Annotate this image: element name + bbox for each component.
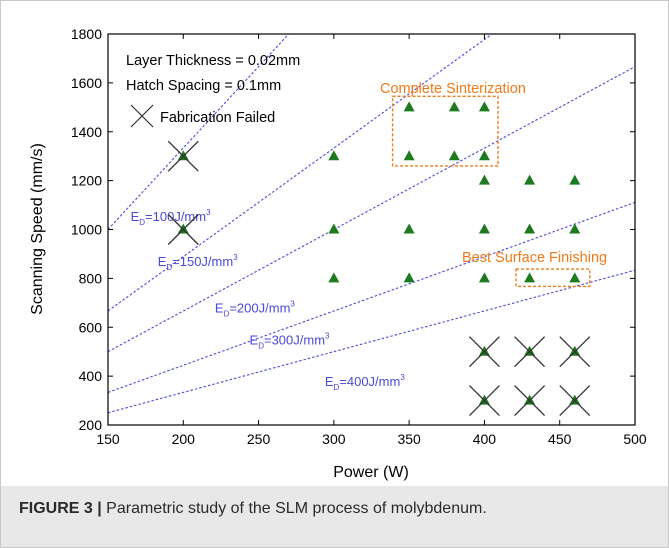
failed-cross-marker <box>468 336 500 368</box>
scatter-chart: ED=100J/mm3 ED=150J/mm3 ED=200J/mm3 ED=300J… <box>29 26 647 481</box>
energy-density-line <box>108 269 635 414</box>
triangle-data-point <box>569 394 581 405</box>
triangle-data-point <box>403 150 415 161</box>
triangle-data-point <box>478 394 490 405</box>
hatch-spacing-annotation: Hatch Spacing = 0.1mm <box>126 78 281 94</box>
x-tick-label: 300 <box>322 431 346 447</box>
triangle-data-point <box>524 174 536 185</box>
triangle-data-point <box>328 272 340 283</box>
x-axis-label: Power (W) <box>333 464 409 481</box>
caption-text: Parametric study of the SLM process of m… <box>101 500 487 517</box>
energy-density-label: ED=200J/mm3 <box>215 300 296 319</box>
triangle-data-point <box>569 223 581 234</box>
y-tick-label: 1200 <box>71 173 102 189</box>
cross-stroke <box>468 336 500 368</box>
triangle-data-point <box>478 272 490 283</box>
failed-cross-marker <box>514 385 546 417</box>
triangle-data-point <box>478 174 490 185</box>
triangle-data-point <box>448 150 460 161</box>
x-tick-label: 200 <box>172 431 196 447</box>
x-axis-ticks: 150 200 250 300 350 400 450 500 <box>96 34 647 447</box>
triangle-data-point <box>569 174 581 185</box>
y-tick-label: 1000 <box>71 222 102 238</box>
energy-density-label: ED=300J/mm3 <box>250 331 331 350</box>
failed-cross-marker <box>468 385 500 417</box>
x-tick-label: 500 <box>623 431 647 447</box>
triangle-data-point <box>403 272 415 283</box>
best-surface-finishing-label: Best Surface Finishing <box>462 250 607 266</box>
triangle-data-point <box>524 223 536 234</box>
energy-density-line <box>108 66 635 353</box>
triangle-data-point <box>524 394 536 405</box>
y-tick-label: 200 <box>79 417 103 433</box>
cross-stroke <box>559 336 591 368</box>
triangle-data-point <box>524 345 536 356</box>
triangle-data-point <box>403 101 415 112</box>
energy-density-lines <box>108 34 635 414</box>
x-tick-label: 400 <box>473 431 497 447</box>
triangle-data-point <box>569 272 581 283</box>
cross-stroke <box>167 140 199 172</box>
triangle-data-point <box>403 223 415 234</box>
best-surface-box <box>515 268 591 288</box>
data-markers <box>177 101 581 405</box>
failed-cross-marker <box>167 214 199 245</box>
figure-caption: FIGURE 3 | Parametric study of the SLM p… <box>19 500 487 518</box>
y-tick-label: 400 <box>79 368 103 384</box>
energy-density-line <box>108 201 635 393</box>
complete-sinterization-box <box>391 95 499 167</box>
triangle-data-point <box>177 150 189 161</box>
energy-density-line <box>108 34 493 312</box>
y-tick-label: 1800 <box>71 26 102 42</box>
legend-fabrication-failed: Fabrication Failed <box>160 110 275 126</box>
y-axis-ticks: 200 400 600 800 1000 1200 1400 1600 1800 <box>71 26 635 433</box>
x-tick-label: 450 <box>548 431 572 447</box>
x-tick-label: 350 <box>397 431 421 447</box>
triangle-data-point <box>478 345 490 356</box>
y-tick-label: 1400 <box>71 124 102 140</box>
energy-density-labels: ED=100J/mm3 ED=150J/mm3 ED=200J/mm3 ED=300J… <box>131 208 406 392</box>
triangle-data-point <box>478 101 490 112</box>
triangle-data-point <box>478 223 490 234</box>
cross-stroke <box>514 336 546 368</box>
triangle-data-point <box>177 223 189 234</box>
cross-stroke <box>167 214 199 245</box>
failed-cross-marker <box>514 336 546 368</box>
triangle-data-point <box>448 101 460 112</box>
y-tick-label: 1600 <box>71 75 102 91</box>
failed-cross-marker <box>559 336 591 368</box>
energy-density-label: ED=150J/mm3 <box>158 253 239 272</box>
x-tick-label: 250 <box>247 431 271 447</box>
highlight-boxes <box>391 95 591 288</box>
energy-density-label: ED=100J/mm3 <box>131 208 212 227</box>
layer-thickness-annotation: Layer Thickness = 0.02mm <box>126 53 300 69</box>
y-axis-label: Scanning Speed (mm/s) <box>29 143 46 315</box>
triangle-data-point <box>328 150 340 161</box>
energy-density-label: ED=400J/mm3 <box>325 373 406 392</box>
complete-sinterization-label: Complete Sinterization <box>380 81 526 97</box>
failed-cross-marker <box>167 140 199 172</box>
cross-stroke <box>559 385 591 417</box>
y-tick-label: 800 <box>79 270 103 286</box>
triangle-data-point <box>569 345 581 356</box>
triangle-data-point <box>328 223 340 234</box>
y-tick-label: 600 <box>79 319 103 335</box>
cross-stroke <box>468 385 500 417</box>
caption-label: FIGURE 3 | <box>19 500 102 517</box>
failed-cross-marker <box>559 385 591 417</box>
caption-bar <box>1 486 668 547</box>
triangle-data-point <box>524 272 536 283</box>
failed-cross-markers <box>167 140 591 417</box>
cross-stroke <box>514 385 546 417</box>
x-tick-label: 150 <box>96 431 120 447</box>
legend-failed-cross-icon <box>130 104 154 128</box>
triangle-data-point <box>478 150 490 161</box>
